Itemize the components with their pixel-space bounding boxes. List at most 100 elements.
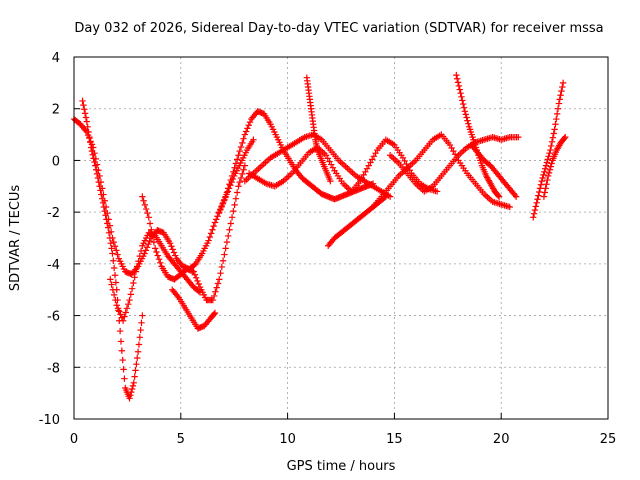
data-point-sat-c: [114, 305, 122, 312]
y-tick-label: -10: [39, 413, 60, 428]
data-point-sat-d: [139, 193, 146, 200]
data-point-sat-f: [232, 160, 240, 167]
data-point-sat-a: [172, 252, 179, 259]
data-point-sat-b: [95, 178, 102, 186]
data-point-sat-f: [217, 205, 224, 213]
data-point-sat-b: [98, 195, 106, 202]
data-point-sat-m: [459, 100, 467, 108]
data-point-sat-p: [544, 176, 551, 184]
data-point-sat-b: [121, 375, 128, 382]
data-point-sat-o: [557, 92, 564, 99]
data-point-sat-d: [151, 245, 159, 252]
data-point-sat-d: [219, 257, 227, 264]
data-marks: [70, 71, 569, 402]
data-point-sat-b: [103, 216, 110, 223]
data-point-sat-b: [99, 199, 107, 207]
data-point-sat-o: [534, 196, 541, 203]
data-point-sat-b: [92, 162, 99, 169]
data-point-sat-c: [125, 300, 132, 308]
data-point-sat-d: [233, 189, 241, 196]
data-point-sat-b: [104, 224, 112, 231]
data-point-sat-o: [536, 185, 544, 192]
y-tick-label: -2: [47, 206, 60, 221]
data-point-sat-f: [240, 135, 247, 142]
data-point-sat-b: [108, 245, 115, 252]
data-point-sat-o: [542, 162, 550, 169]
data-point-sat-a: [205, 237, 212, 244]
x-tick-label: 5: [177, 432, 185, 447]
data-point-sat-d: [225, 232, 232, 240]
data-point-sat-f: [239, 139, 246, 147]
data-point-sat-o: [531, 206, 539, 214]
data-point-sat-a: [170, 249, 178, 256]
grid-lines: [74, 57, 608, 419]
data-point-sat-p: [542, 185, 549, 192]
data-point-sat-k: [506, 203, 513, 211]
data-point-sat-c: [127, 291, 135, 298]
data-point-sat-m: [462, 111, 469, 118]
data-point-sat-o: [542, 165, 549, 172]
data-point-sat-f: [241, 131, 249, 138]
data-point-sat-c: [109, 286, 117, 293]
data-point-sat-a: [209, 226, 216, 233]
data-point-sat-c: [108, 281, 115, 288]
data-point-sat-o: [540, 171, 547, 179]
data-point-sat-d: [231, 201, 238, 209]
data-point-sat-a: [213, 216, 220, 223]
data-point-sat-a: [169, 246, 176, 253]
data-point-sat-b: [136, 334, 143, 341]
data-point-sat-d: [146, 220, 154, 227]
data-point-sat-p: [543, 181, 550, 188]
data-point-sat-m: [454, 79, 462, 86]
data-point-sat-b: [96, 183, 103, 190]
data-point-sat-d: [195, 280, 202, 288]
data-point-sat-o: [536, 188, 543, 196]
data-point-sat-b: [137, 326, 144, 334]
data-point-sat-b: [120, 366, 127, 373]
data-point-sat-b: [89, 151, 96, 158]
data-point-sat-d: [148, 226, 155, 233]
data-point-sat-b: [134, 354, 141, 362]
data-point-sat-m: [458, 93, 465, 101]
data-point-sat-d: [227, 220, 234, 227]
data-point-sat-c: [130, 279, 137, 287]
x-axis-label: GPS time / hours: [287, 459, 396, 474]
data-point-sat-o: [553, 110, 561, 118]
data-point-sat-d: [140, 197, 147, 204]
data-point-sat-f: [245, 122, 252, 129]
data-point-sat-f: [227, 176, 234, 184]
data-point-sat-b: [139, 312, 146, 319]
data-point-sat-b: [87, 139, 94, 146]
data-point-sat-d: [192, 274, 200, 282]
data-point-sat-a: [206, 233, 214, 241]
data-point-sat-b: [111, 272, 119, 279]
data-point-sat-b: [134, 348, 142, 355]
data-point-sat-d: [145, 214, 152, 221]
data-point-sat-p: [561, 134, 568, 142]
data-point-sat-b: [97, 187, 104, 194]
data-point-sat-d: [228, 214, 236, 221]
data-point-sat-b: [84, 123, 91, 131]
data-point-sat-m: [460, 104, 468, 111]
data-point-sat-d: [157, 259, 164, 267]
data-point-sat-m: [459, 97, 466, 104]
data-point-sat-c: [135, 258, 142, 265]
data-point-sat-o: [538, 177, 545, 185]
y-tick-label: -4: [47, 258, 60, 273]
data-point-sat-f: [222, 193, 229, 200]
data-point-sat-b: [131, 373, 138, 380]
data-point-sat-b: [98, 191, 105, 198]
data-point-sat-o: [556, 96, 563, 103]
data-point-sat-d: [221, 251, 228, 258]
data-point-sat-c: [123, 305, 131, 312]
data-point-sat-d: [209, 296, 217, 304]
data-point-sat-c: [126, 296, 133, 304]
data-point-sat-a: [166, 239, 174, 247]
data-point-sat-a: [145, 241, 152, 248]
data-point-sat-c: [119, 317, 127, 324]
y-tick-label: -8: [47, 361, 60, 376]
data-point-sat-h: [433, 188, 441, 195]
data-point-sat-a: [211, 219, 219, 226]
data-point-sat-b: [90, 155, 97, 162]
data-point-sat-l: [515, 133, 522, 141]
